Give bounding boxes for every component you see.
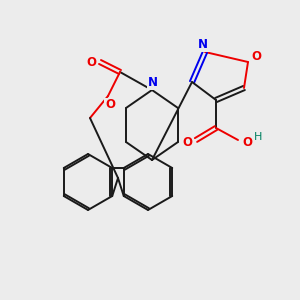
- Text: O: O: [105, 98, 115, 112]
- Text: N: N: [198, 38, 208, 52]
- Text: O: O: [242, 136, 252, 148]
- Text: O: O: [251, 50, 261, 64]
- Text: O: O: [86, 56, 96, 70]
- Text: N: N: [148, 76, 158, 89]
- Text: O: O: [182, 136, 192, 148]
- Text: H: H: [254, 132, 262, 142]
